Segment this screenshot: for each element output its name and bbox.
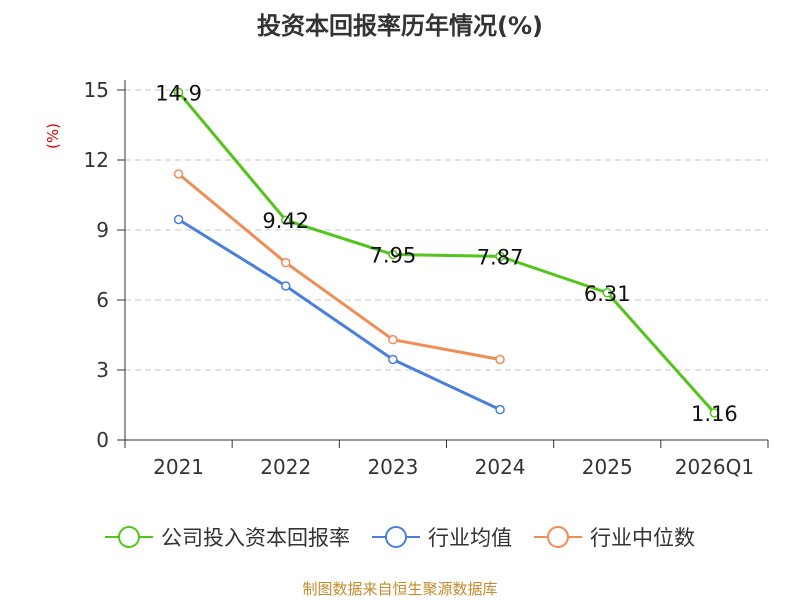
legend-marker-mean-icon [372, 526, 420, 548]
chart-title: 投资本回报率历年情况(%) [257, 12, 543, 40]
data-labels: 14.9 9.42 7.95 7.87 6.31 1.16 [155, 81, 738, 426]
x-tick-label-2024: 2024 [475, 455, 526, 479]
data-label-0: 14.9 [155, 81, 202, 105]
series-line-0 [177, 91, 716, 414]
x-tick-label-2026Q1: 2026Q1 [675, 455, 754, 479]
legend-marker-company-icon [105, 526, 153, 548]
x-tick-label-2023: 2023 [367, 455, 418, 479]
legend-label-industry-median: 行业中位数 [590, 526, 695, 550]
series-2-point-2 [388, 334, 398, 345]
legend-label-company: 公司投入资本回报率 [161, 526, 350, 550]
data-label-1: 9.42 [262, 209, 309, 233]
line-chart: 0 3 6 9 12 15 2021 2022 2023 2024 2025 2026Q1 14.9 9… [84, 78, 769, 479]
series-2-point-0 [173, 169, 184, 179]
series-0-point-5 [709, 408, 720, 418]
data-label-5: 1.16 [691, 402, 738, 426]
y-tick-label-9: 9 [96, 218, 109, 242]
series-1-point-2 [388, 354, 398, 365]
series-group [173, 87, 720, 418]
series-1-point-1 [281, 281, 291, 291]
series-0-point-2 [388, 249, 398, 260]
source-note: 制图数据来自恒生聚源数据库 [302, 580, 498, 598]
x-tick-label-2022: 2022 [260, 455, 311, 479]
data-label-2: 7.95 [370, 244, 417, 268]
series-0-point-3 [495, 251, 505, 262]
x-tick-label-2025: 2025 [582, 455, 633, 479]
legend: 公司投入资本回报率 行业均值 行业中位数 [0, 520, 800, 554]
legend-item-industry-mean[interactable]: 行业均值 [372, 522, 512, 552]
series-0-point-1 [281, 215, 291, 225]
series-line-1 [177, 218, 501, 412]
data-label-3: 7.87 [477, 245, 524, 269]
grid-lines [125, 89, 768, 371]
series-1-point-0 [173, 214, 184, 225]
y-tick-label-6: 6 [96, 288, 109, 312]
series-1-point-3 [495, 404, 505, 415]
y-tick-label-15: 15 [84, 78, 109, 102]
y-tick-label-3: 3 [96, 358, 109, 382]
y-tick-label-0: 0 [96, 428, 109, 452]
data-label-4: 6.31 [584, 282, 631, 306]
x-tick-label-2021: 2021 [153, 455, 204, 479]
series-2-point-1 [281, 257, 291, 268]
legend-item-company[interactable]: 公司投入资本回报率 [105, 522, 350, 552]
series-0-point-4 [602, 288, 612, 298]
y-tick-label-12: 12 [84, 148, 109, 172]
series-line-2 [177, 172, 501, 361]
axes: 0 3 6 9 12 15 2021 2022 2023 2024 2025 2026Q1 [84, 78, 769, 479]
series-2-point-3 [495, 354, 505, 365]
legend-item-industry-median[interactable]: 行业中位数 [534, 522, 695, 552]
series-0-point-0 [173, 87, 184, 98]
legend-marker-median-icon [534, 526, 582, 548]
legend-label-industry-mean: 行业均值 [428, 526, 512, 550]
